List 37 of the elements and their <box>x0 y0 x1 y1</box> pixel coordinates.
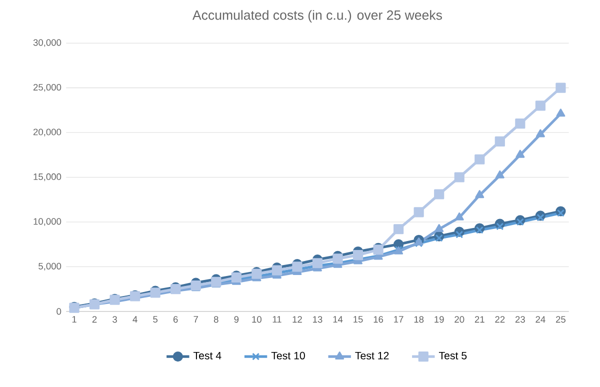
x-tick-label: 15 <box>354 316 363 323</box>
x-tick-label: 16 <box>374 316 384 323</box>
legend-label: Test 5 <box>438 352 467 360</box>
x-tick-label: 7 <box>194 316 198 323</box>
y-tick-label: 15,000 <box>34 173 62 182</box>
chart-title: Accumulated costs (in c.u.) over 25 weeks <box>192 10 442 22</box>
x-tick-label: 18 <box>414 316 424 323</box>
x-tick-label: 13 <box>313 316 322 323</box>
x-tick-label: 4 <box>132 316 138 323</box>
y-tick-label: 0 <box>56 308 62 315</box>
y-tick-label: 30,000 <box>33 39 62 47</box>
x-tick-label: 5 <box>153 316 158 323</box>
legend-label: Test 12 <box>355 352 389 360</box>
x-tick-label: 19 <box>434 316 444 323</box>
x-tick-label: 10 <box>252 316 262 323</box>
x-tick-label: 12 <box>292 316 302 323</box>
x-tick-label: 24 <box>536 316 546 323</box>
y-tick-label: 25,000 <box>33 84 62 92</box>
x-tick-label: 1 <box>72 316 76 323</box>
y-tick-label: 10,000 <box>34 218 62 226</box>
x-tick-label: 25 <box>556 316 566 323</box>
y-tick-label: 5,000 <box>38 262 62 271</box>
legend-label: Test 4 <box>193 352 222 360</box>
x-tick-label: 8 <box>214 316 218 323</box>
x-tick-label: 14 <box>333 316 343 323</box>
y-tick-label: 20,000 <box>33 128 62 136</box>
legend-label: Test 10 <box>271 352 305 360</box>
x-tick-label: 22 <box>495 316 505 323</box>
x-tick-label: 3 <box>112 316 117 323</box>
x-tick-label: 2 <box>92 316 97 323</box>
x-tick-label: 6 <box>173 316 178 323</box>
x-tick-label: 20 <box>454 316 464 323</box>
x-tick-label: 11 <box>272 316 282 323</box>
x-tick-label: 9 <box>234 316 239 323</box>
x-tick-label: 17 <box>394 316 404 323</box>
x-tick-label: 23 <box>515 316 525 323</box>
x-tick-label: 21 <box>474 316 484 323</box>
